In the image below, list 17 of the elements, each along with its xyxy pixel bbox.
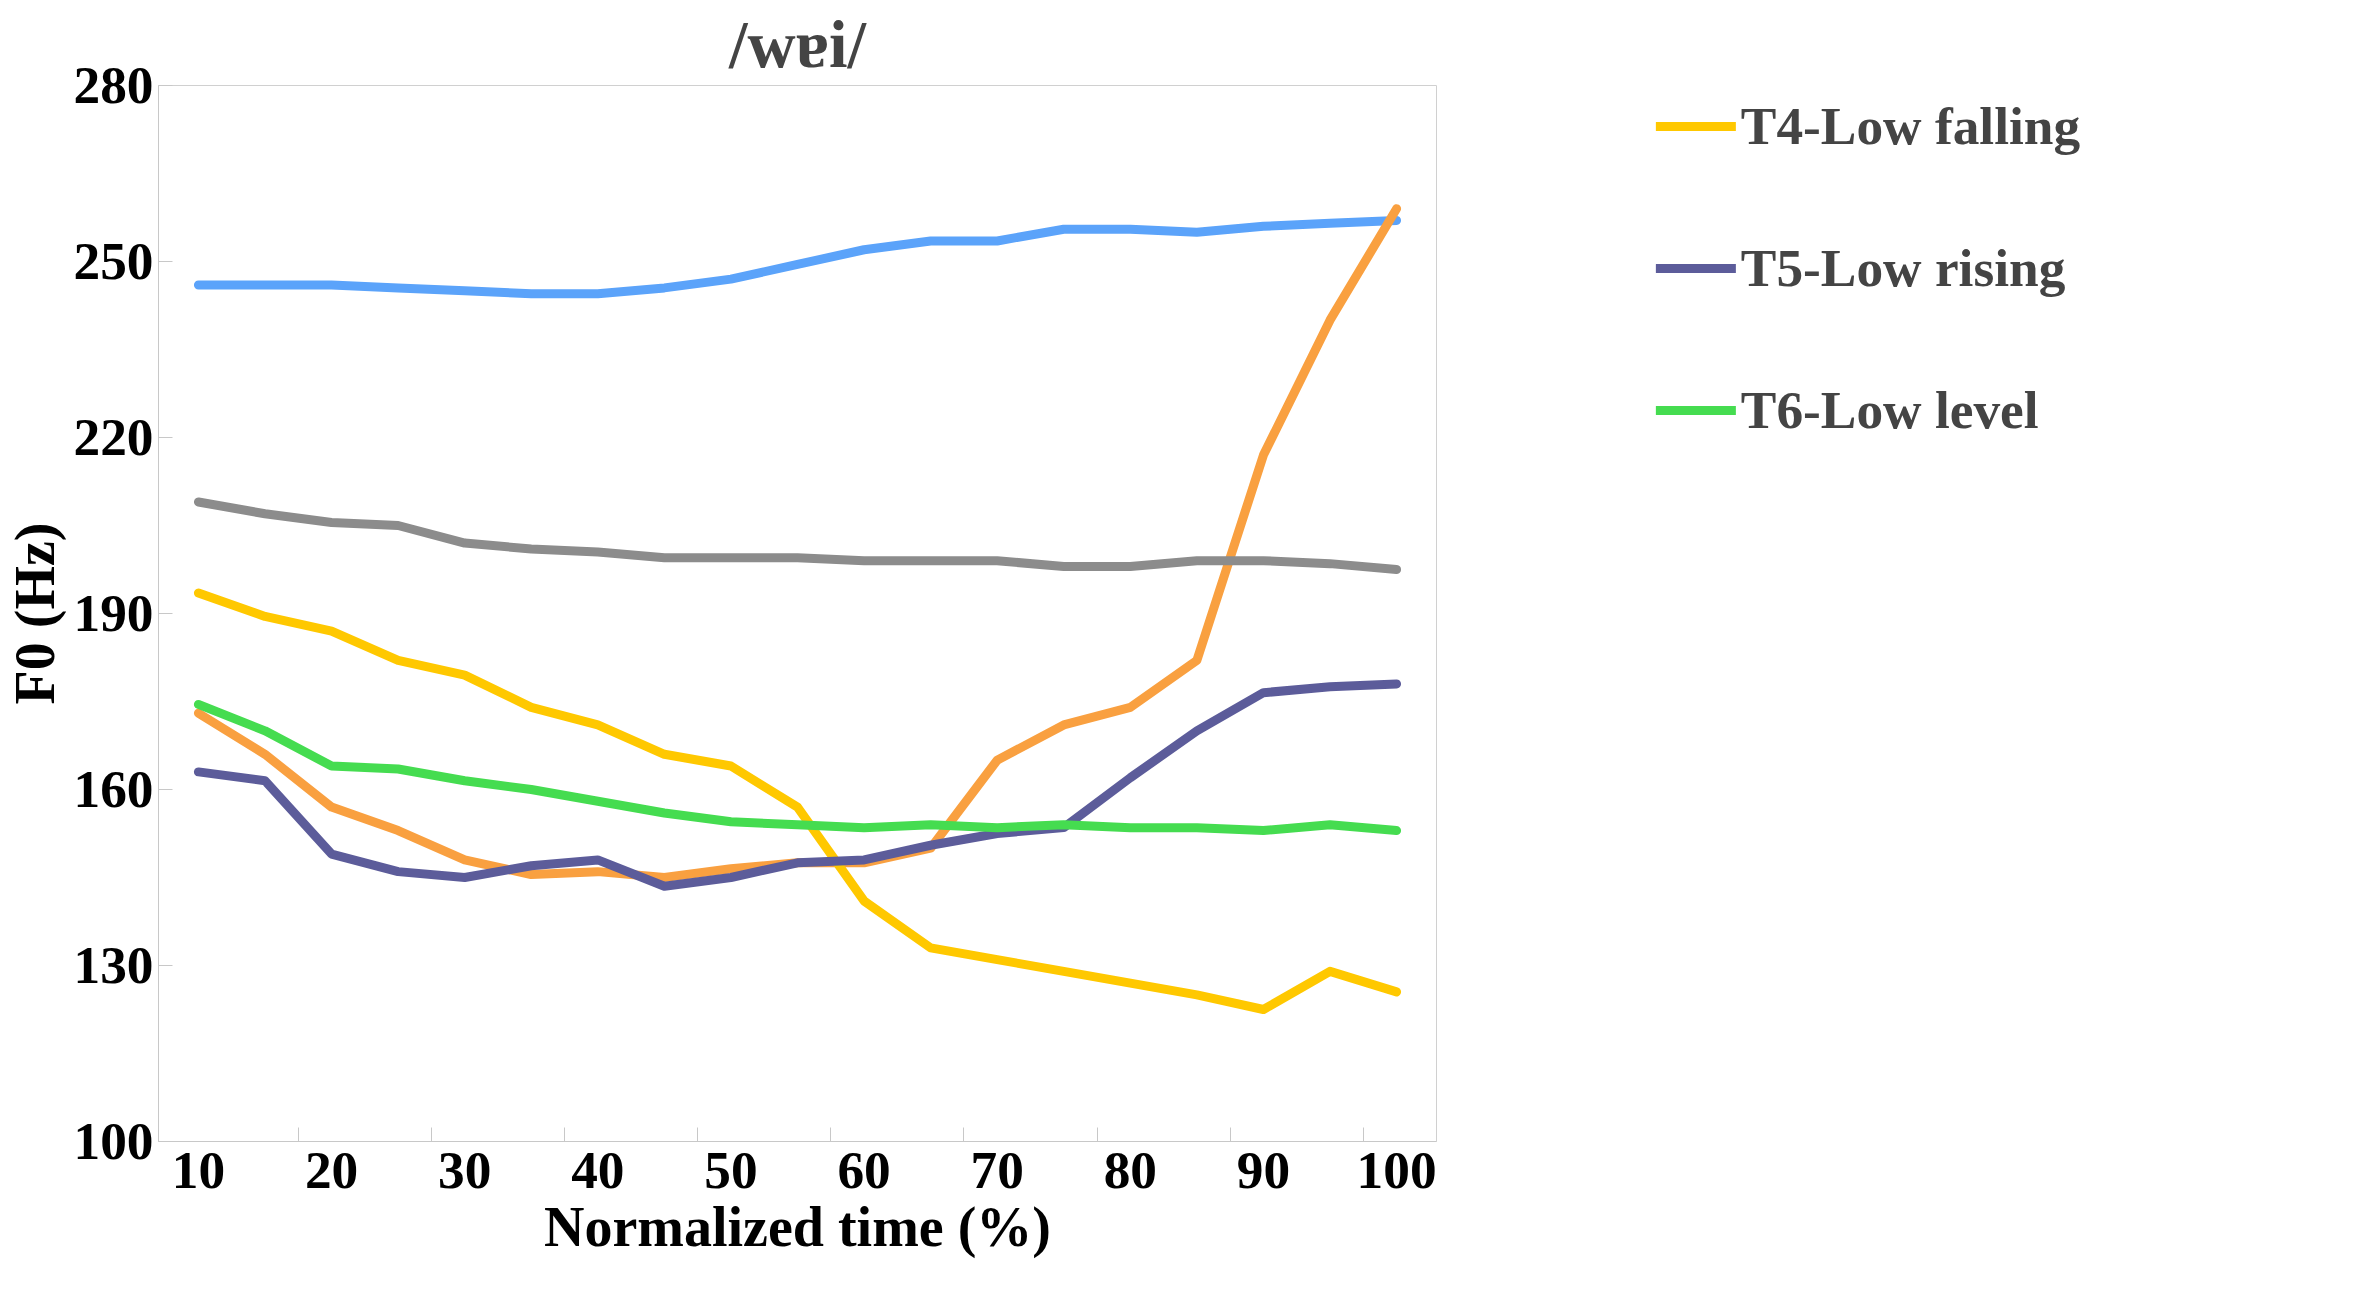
legend-label: T5-Low rising [1740, 237, 2066, 299]
x-tick-label: 100 [1356, 1139, 1437, 1200]
x-tick-label: 20 [304, 1139, 359, 1200]
x-tick-label: 80 [1103, 1139, 1157, 1200]
y-tick-label: 190 [73, 583, 154, 643]
legend-label: T4-Low falling [1740, 95, 2081, 157]
x-tick-label: 30 [438, 1139, 492, 1200]
y-tick-label: 130 [73, 935, 154, 995]
y-tick-label: 280 [73, 55, 154, 115]
x-tick-label: 10 [171, 1139, 226, 1200]
x-tick-label: 90 [1236, 1139, 1291, 1200]
y-tick-label: 250 [73, 231, 154, 291]
y-axis-title: F0 (Hz) [3, 522, 67, 705]
legend-label: T6-Low level [1740, 379, 2039, 441]
chart-title: /wɐi/ [727, 7, 868, 81]
y-tick-label: 220 [73, 407, 154, 467]
y-tick-label: 160 [73, 759, 154, 819]
